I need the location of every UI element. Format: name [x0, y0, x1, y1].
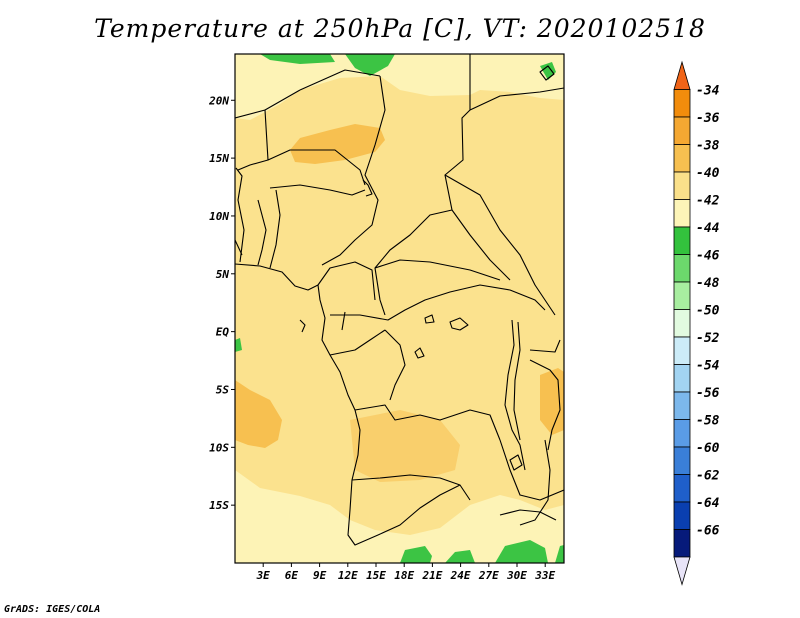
lon-tick-label: 6E [285, 569, 299, 582]
colorbar-label: -40 [696, 166, 720, 181]
colorbar-swatch [673, 116, 691, 145]
colorbar-label: -56 [696, 386, 720, 401]
lat-tick-label: 5N [216, 268, 230, 281]
lat-tick-label: 15N [209, 152, 229, 165]
colorbar-swatch [673, 199, 691, 228]
lat-tick-label: EQ [216, 326, 230, 339]
lon-tick-label: 3E [256, 569, 271, 582]
colorbar-label: -46 [696, 249, 720, 264]
colorbar-label: -66 [696, 524, 720, 539]
longitude-ticks: 3E 6E 9E 12E 15E 18E 21E 24E 27E 30E 33E [256, 563, 556, 582]
map-frame [234, 53, 565, 564]
lat-tick-label: 20N [208, 94, 229, 107]
colorbar-label: -50 [696, 304, 720, 319]
colorbar-swatch [673, 226, 691, 255]
colorbar-label: -44 [696, 221, 720, 236]
colorbar-label: -54 [696, 359, 720, 374]
colorbar-label: -48 [696, 276, 720, 291]
colorbar-arrow-top [673, 60, 691, 90]
lon-tick-label: 12E [338, 569, 358, 582]
lon-tick-label: 27E [478, 569, 499, 582]
colorbar-swatch [673, 529, 691, 558]
cold-patch-nw [260, 54, 335, 64]
colorbar-swatch [673, 474, 691, 503]
colorbar-arrow-bottom [673, 556, 691, 586]
colorbar-swatch [673, 419, 691, 448]
lat-tick-label: 15S [209, 499, 229, 512]
warm-patch-sahel [290, 124, 385, 164]
colorbar: -34 -36 -38 -40 -42 -44 -46 -48 -50 -52 -54 -56 -58 -… [673, 60, 720, 586]
cold-patch-west [235, 338, 242, 352]
warm-patch-atlantic [235, 380, 282, 448]
colorbar-swatch [673, 446, 691, 475]
colorbar-swatch [673, 144, 691, 173]
pale-region-south [235, 470, 564, 563]
colorbar-swatch [673, 171, 691, 200]
lat-tick-label: 5S [216, 383, 230, 396]
colorbar-swatch [673, 336, 691, 365]
lon-tick-label: 21E [421, 569, 442, 582]
chart-title: Temperature at 250hPa [C], VT: 202010251… [94, 14, 706, 43]
lon-tick-label: 9E [313, 569, 327, 582]
latitude-ticks: 20N 15N 10N 5N EQ 5S 10S 15S [208, 94, 235, 512]
colorbar-label: -64 [696, 496, 720, 511]
colorbar-swatch [673, 89, 691, 118]
warm-patch-angola [350, 410, 460, 482]
colorbar-swatch [673, 364, 691, 393]
cold-patch-north [345, 54, 395, 76]
colorbar-label: -58 [696, 414, 720, 429]
colorbar-label: -34 [696, 84, 720, 99]
lon-tick-label: 24E [450, 569, 471, 582]
colorbar-swatch [673, 254, 691, 283]
coastlines-borders [235, 54, 564, 546]
lon-tick-label: 18E [394, 569, 414, 582]
pale-region-northeast [470, 54, 564, 100]
lon-tick-label: 33E [534, 569, 555, 582]
colorbar-label: -62 [696, 469, 720, 484]
pale-region-north [235, 54, 470, 120]
colorbar-label: -52 [696, 331, 720, 346]
lat-tick-label: 10S [209, 441, 229, 454]
lon-tick-label: 30E [506, 569, 527, 582]
lon-tick-label: 15E [366, 569, 386, 582]
cold-patch-south-2 [445, 550, 475, 563]
colorbar-swatch [673, 281, 691, 310]
cold-patch-south-1 [400, 546, 432, 563]
lat-tick-label: 10N [209, 210, 229, 223]
colorbar-swatch [673, 309, 691, 338]
colorbar-label: -36 [696, 111, 720, 126]
cold-patch-south-4 [555, 545, 564, 563]
colorbar-label: -60 [696, 441, 720, 456]
colorbar-label: -38 [696, 139, 720, 154]
grads-credit: GrADS: IGES/COLA [4, 604, 101, 615]
colorbar-swatch [673, 501, 691, 530]
colorbar-swatch [673, 391, 691, 420]
colorbar-label: -42 [696, 194, 720, 209]
cold-patch-south-3 [495, 540, 548, 563]
temperature-field [235, 54, 564, 563]
